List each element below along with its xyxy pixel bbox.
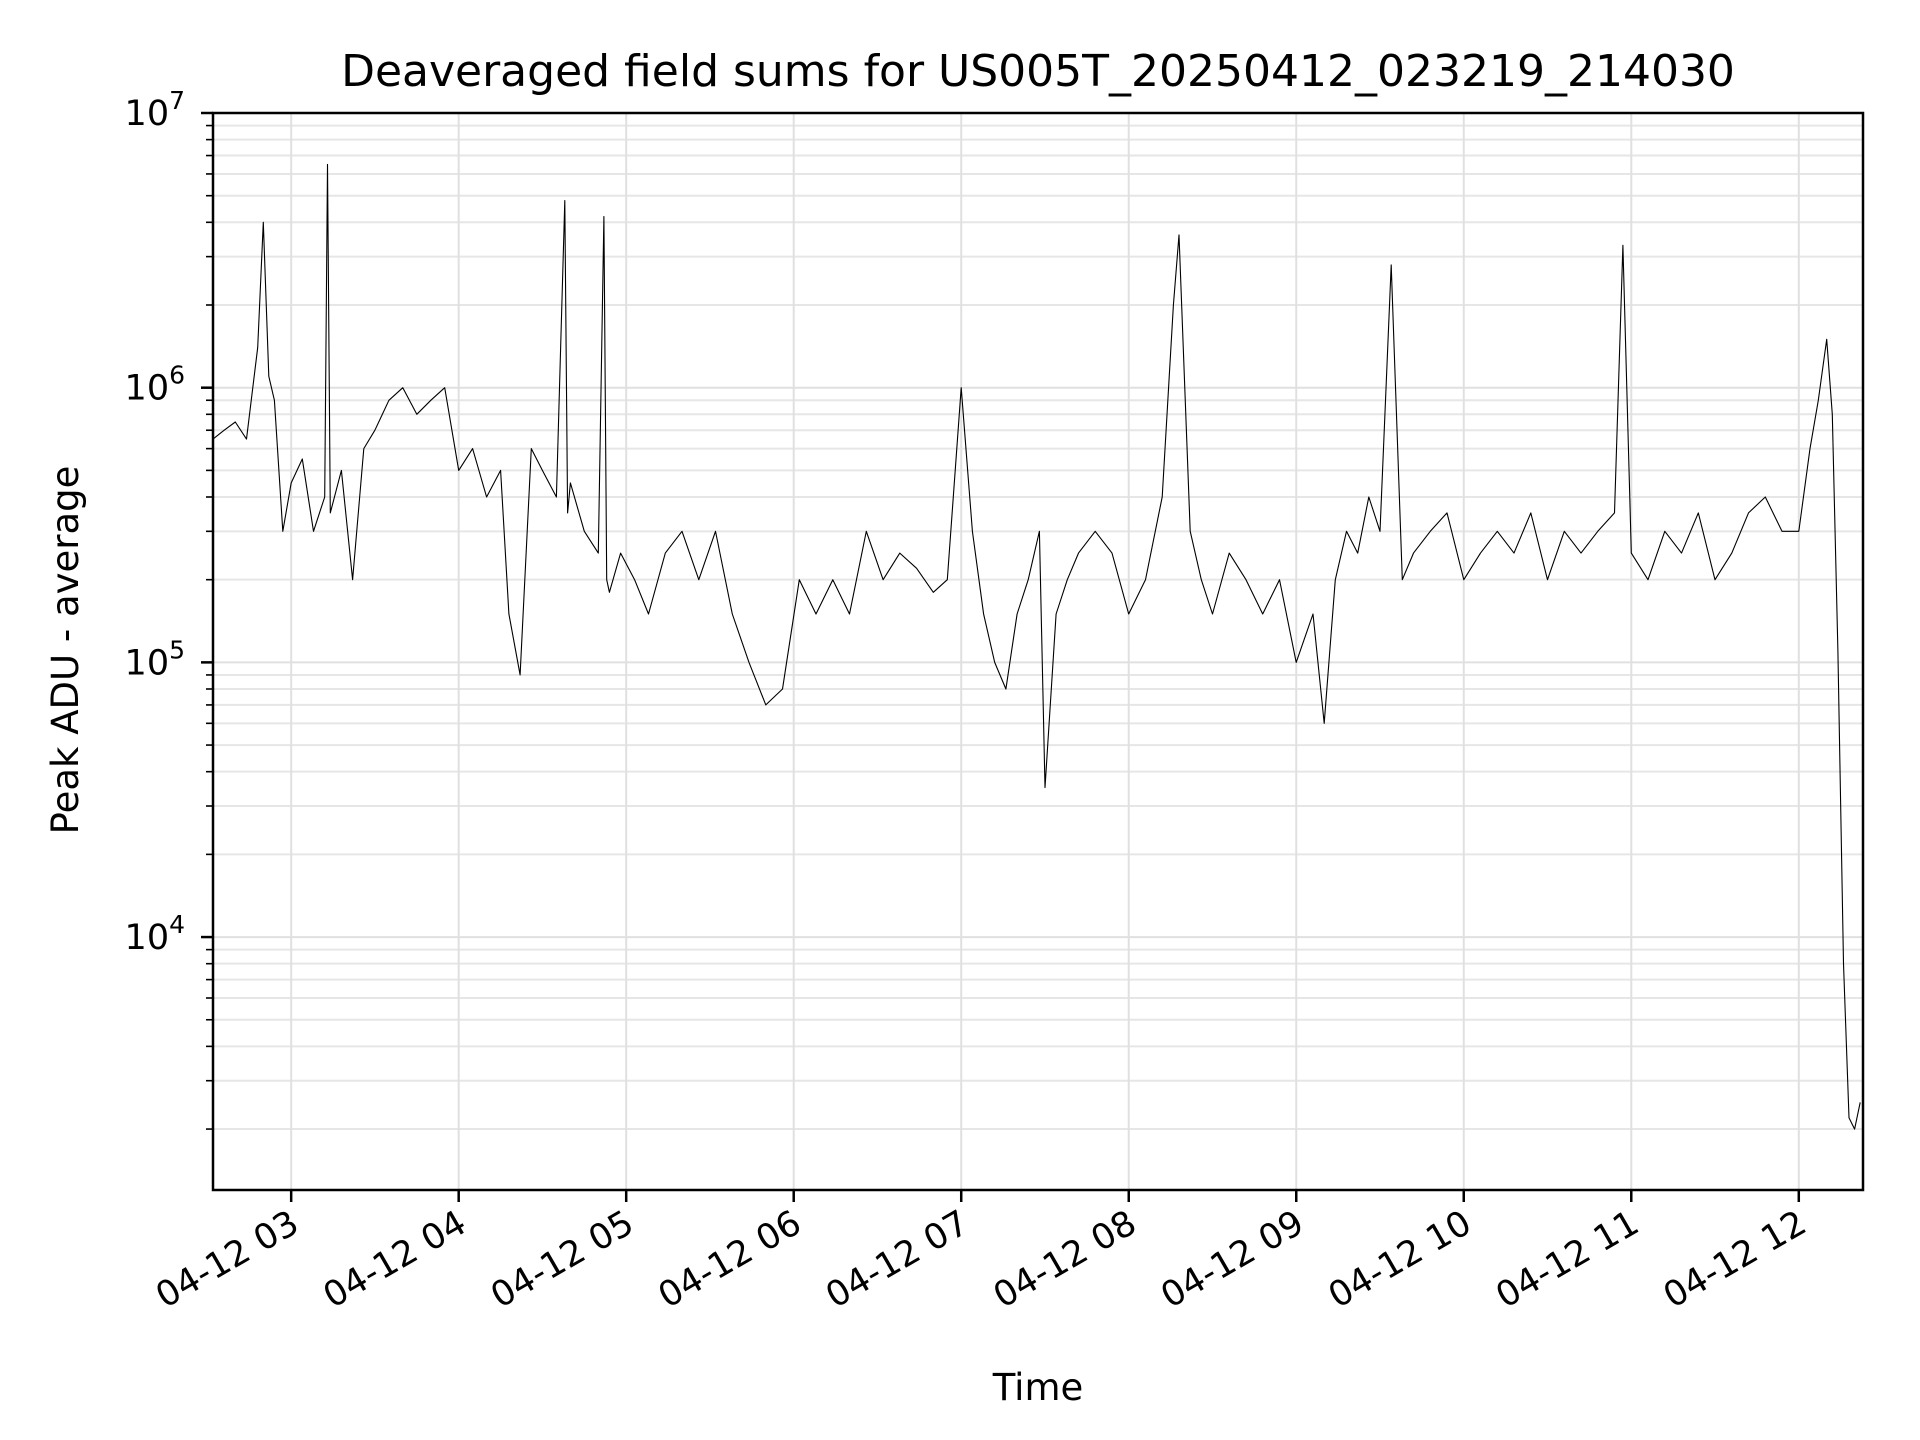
x-tick-label: 04-12 09	[1154, 1203, 1310, 1316]
x-axis-label: Time	[992, 1366, 1084, 1409]
chart-title: Deaveraged field sums for US005T_2025041…	[341, 46, 1735, 97]
y-tick-label: 106	[125, 361, 185, 409]
plot-frame	[211, 111, 1865, 1192]
x-tick-label: 04-12 06	[652, 1203, 808, 1316]
y-tick-label: 107	[125, 86, 185, 134]
y-axis-label: Peak ADU - average	[44, 466, 87, 835]
x-tick-label: 04-12 08	[987, 1203, 1143, 1316]
x-tick-label: 04-12 04	[317, 1203, 473, 1316]
x-tick-label: 04-12 07	[819, 1203, 975, 1316]
x-tick-label: 04-12 03	[149, 1203, 305, 1316]
x-tick-label: 04-12 11	[1489, 1203, 1645, 1316]
grid	[213, 112, 1863, 1190]
series-line	[212, 163, 1861, 1130]
x-tick-label: 04-12 10	[1322, 1203, 1478, 1316]
y-tick-label: 105	[125, 635, 185, 683]
x-tick-label: 04-12 12	[1657, 1203, 1813, 1316]
y-tick-label: 104	[125, 910, 185, 958]
x-tick-label: 04-12 05	[484, 1203, 640, 1316]
